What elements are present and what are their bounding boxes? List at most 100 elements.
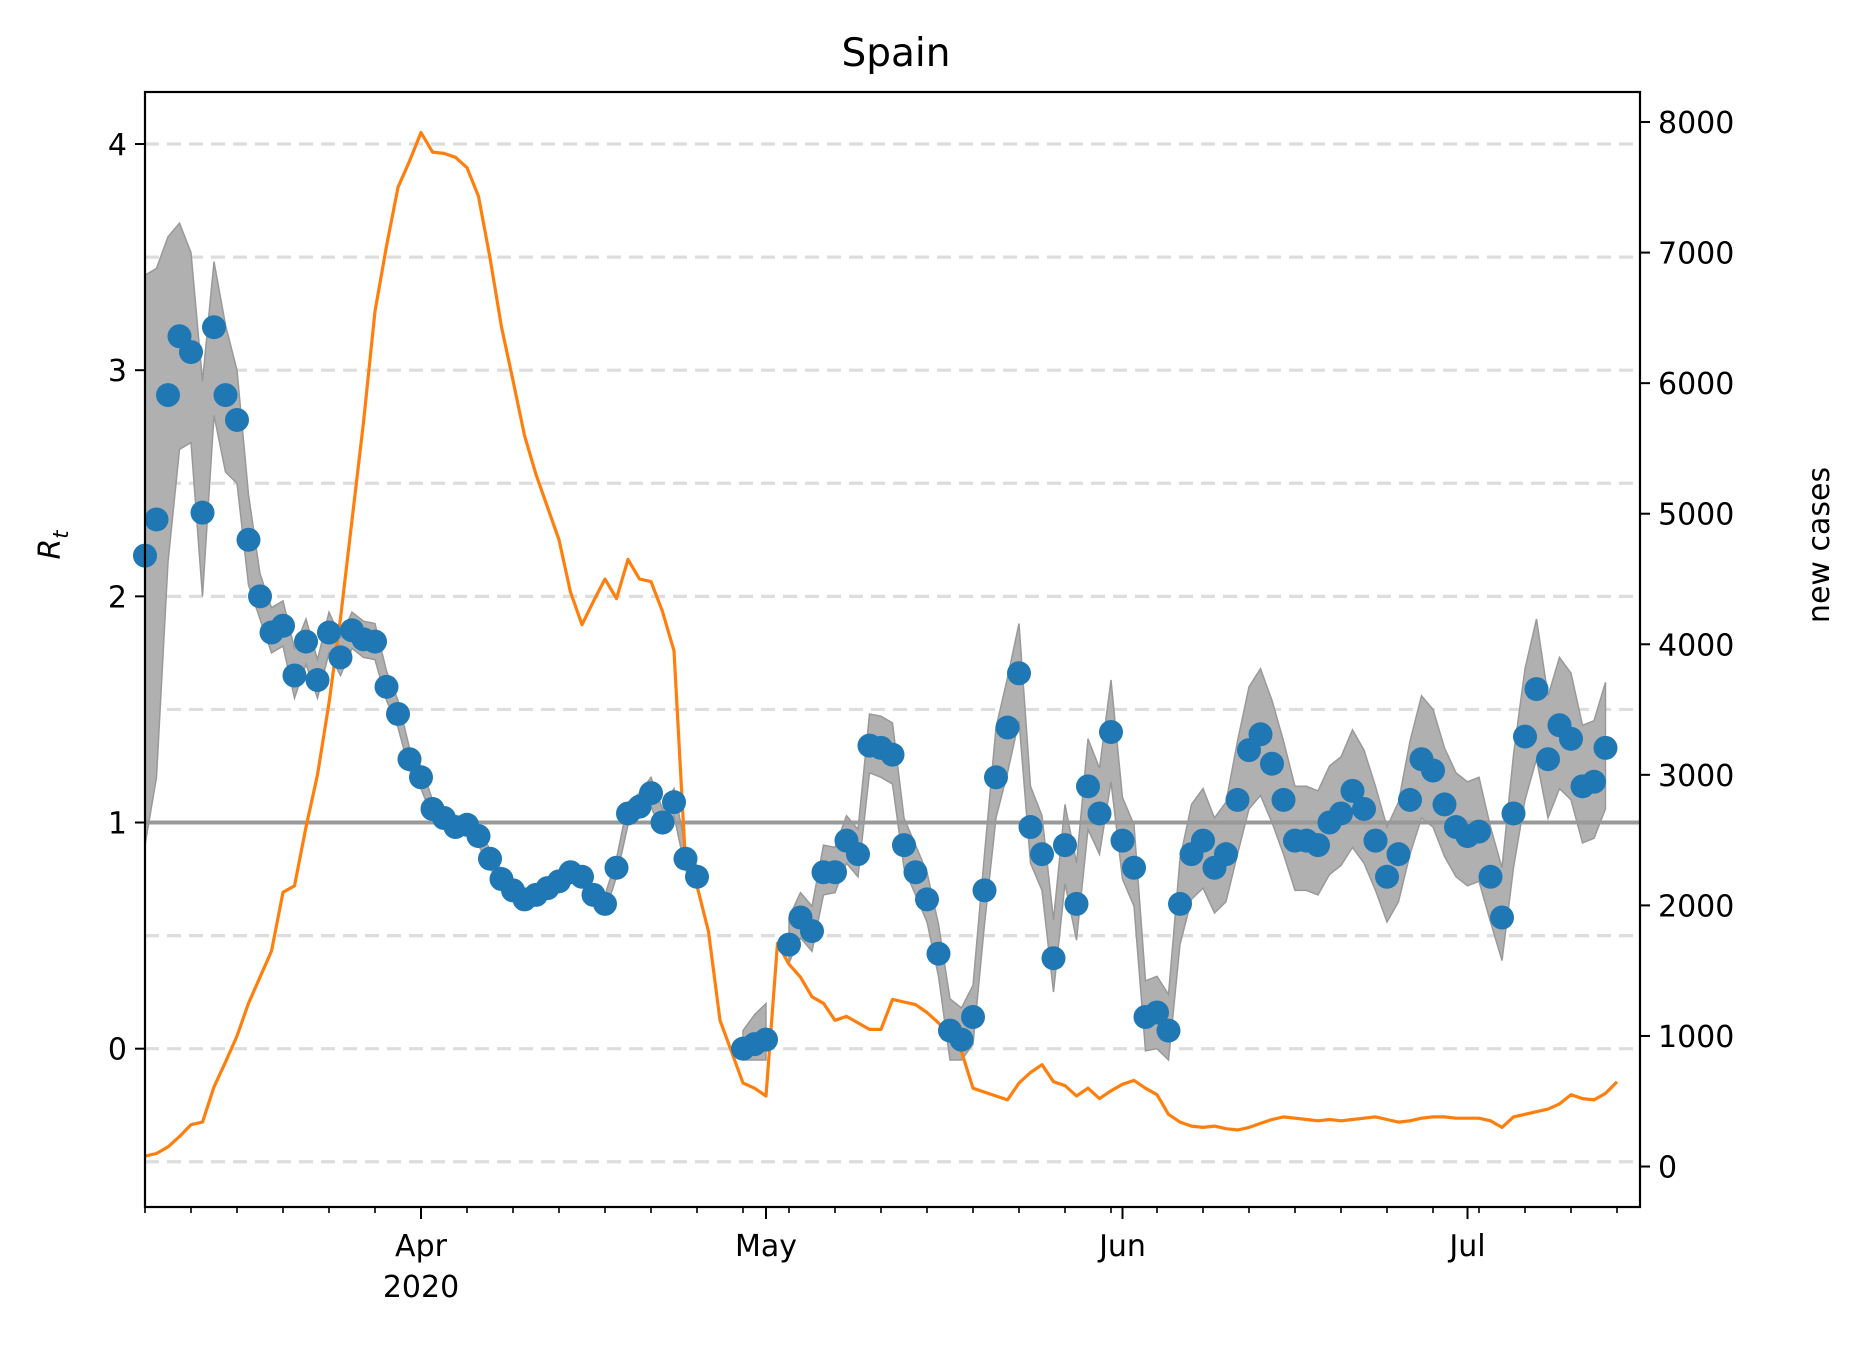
left-y-tick-label: 3 (108, 354, 127, 389)
rt-point (386, 701, 410, 726)
left-y-tick-label: 4 (108, 128, 127, 163)
rt-point (1087, 801, 1112, 826)
rt-point (1559, 726, 1583, 751)
rt-point (236, 527, 261, 552)
rt-point (397, 747, 422, 772)
left-y-axis-label-subscript: t (49, 530, 73, 539)
rt-point (1248, 722, 1273, 747)
rt-point (1099, 720, 1123, 745)
left-y-tick-label: 2 (108, 580, 127, 615)
x-tick-label: May (735, 1229, 797, 1264)
left-y-axis: 0 1 2 3 4 (108, 128, 145, 1068)
rt-point (1478, 864, 1503, 889)
rt-points (133, 315, 1618, 1061)
rt-point (673, 846, 698, 871)
rt-point (1363, 828, 1388, 853)
rt-point (1110, 828, 1135, 853)
rt-point (1340, 778, 1365, 803)
rt-point (1513, 724, 1537, 749)
rt-point (1007, 661, 1031, 686)
rt-point (846, 842, 870, 867)
rt-point (1064, 891, 1089, 916)
rt-point (604, 855, 629, 880)
rt-point (1524, 677, 1549, 702)
right-y-tick-label: 1000 (1658, 1020, 1734, 1055)
rt-point (1122, 855, 1146, 880)
x-tick-year-label: 2020 (383, 1270, 459, 1305)
rt-point (1053, 833, 1077, 858)
rt-point (800, 919, 824, 944)
rt-point (1156, 1018, 1181, 1043)
rt-point (1225, 787, 1250, 812)
right-y-tick-label: 2000 (1658, 889, 1734, 924)
rt-point (972, 878, 997, 903)
right-y-tick-label: 3000 (1658, 759, 1734, 794)
rt-point (961, 1005, 985, 1030)
rt-point (1582, 769, 1606, 794)
rt-point (892, 833, 916, 858)
rt-point (1191, 828, 1215, 853)
rt-point (639, 781, 663, 806)
rt-point (317, 620, 341, 645)
rt-point (570, 864, 594, 889)
rt-point (915, 887, 939, 912)
right-y-axis-label: new cases (1802, 467, 1837, 623)
rt-point (1030, 842, 1054, 867)
rt-point (1375, 864, 1399, 889)
rt-point (1501, 801, 1526, 826)
rt-point (1421, 758, 1445, 783)
rt-point (271, 613, 295, 638)
rt-point (1168, 891, 1192, 916)
right-y-tick-label: 4000 (1658, 628, 1734, 663)
rt-point (995, 715, 1020, 740)
rt-point (1490, 905, 1514, 930)
left-y-tick-label: 1 (108, 807, 127, 842)
rt-point (1386, 842, 1411, 867)
rt-point (1432, 792, 1457, 817)
rt-point (144, 507, 169, 532)
rt-point (478, 846, 502, 871)
rt-point (880, 742, 905, 767)
rt-point (1593, 735, 1618, 760)
x-tick-label: Jul (1447, 1229, 1485, 1264)
rt-point (225, 407, 249, 432)
rt-point (1076, 774, 1100, 799)
new-cases-line (144, 130, 1619, 1158)
rt-point (202, 315, 226, 340)
left-y-axis-label-main: R (33, 539, 68, 560)
right-y-tick-label: 8000 (1658, 106, 1734, 141)
rt-point (179, 340, 203, 365)
chart-title: Spain (842, 31, 951, 76)
left-y-tick-label: 0 (108, 1033, 127, 1068)
rt-point (1467, 819, 1491, 844)
x-axis: Apr 2020 May Jun Jul (144, 1207, 1618, 1305)
rt-point (213, 383, 238, 408)
right-y-tick-label: 5000 (1658, 498, 1734, 533)
rt-point (1536, 747, 1560, 772)
rt-point (305, 668, 330, 693)
rt-point (466, 824, 491, 849)
x-tick-label: Jun (1097, 1229, 1146, 1264)
rt-point (1018, 815, 1043, 840)
rt-point (248, 584, 272, 609)
rt-point (823, 860, 847, 885)
right-y-tick-label: 7000 (1658, 237, 1734, 272)
rt-point (1352, 796, 1376, 821)
plot-frame (143, 90, 1642, 1209)
rt-point (754, 1027, 778, 1052)
rt-point (1041, 946, 1066, 971)
rt-point (650, 810, 675, 835)
rt-point (1260, 751, 1284, 776)
rt-point (294, 629, 318, 654)
rt-point (777, 932, 801, 957)
rt-point (984, 765, 1008, 790)
rt-point (949, 1027, 974, 1052)
rt-point (593, 891, 617, 916)
rt-point (409, 765, 433, 790)
right-y-tick-label: 6000 (1658, 367, 1734, 402)
rt-point (1398, 787, 1422, 812)
x-tick-label: Apr (395, 1229, 448, 1264)
rt-point (374, 674, 399, 699)
